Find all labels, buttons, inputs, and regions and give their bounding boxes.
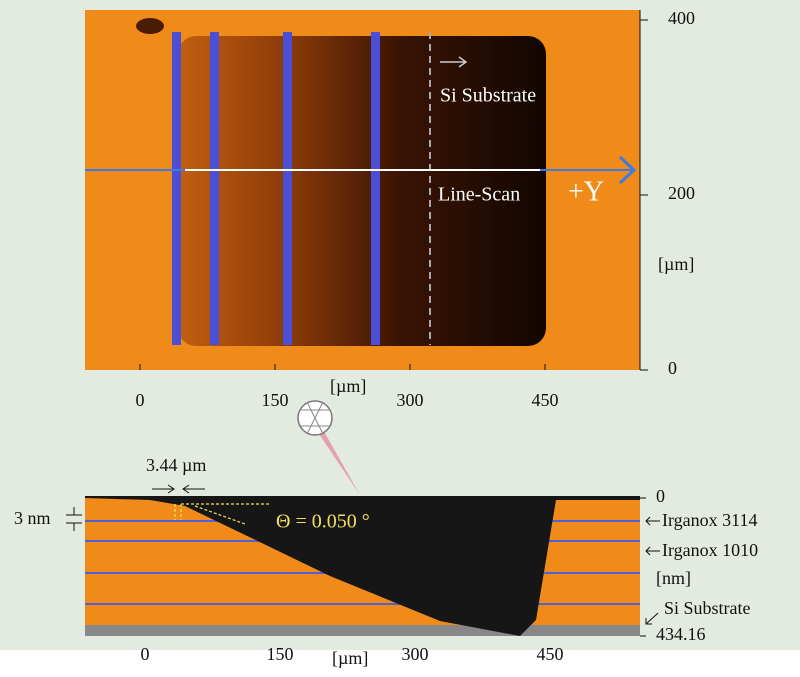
- sputter-crater: [178, 36, 546, 346]
- x-tick-label: 450: [537, 644, 564, 664]
- surface: [85, 500, 150, 502]
- si-substrate: [85, 625, 640, 636]
- step-width-label: 3.44 µm: [146, 455, 206, 475]
- beam: [315, 428, 360, 495]
- x-tick-label: 150: [262, 390, 289, 410]
- thickness-marker: [66, 507, 82, 531]
- x-tick-label: 450: [532, 390, 559, 410]
- substrate-label: Si Substrate: [440, 85, 536, 107]
- surface: [556, 500, 640, 502]
- layer-label: Irganox 3114: [662, 510, 757, 530]
- x-tick-label: 150: [267, 644, 294, 664]
- layer-label: Irganox 1010: [662, 540, 758, 560]
- x-tick-label: 300: [402, 644, 429, 664]
- y-tick-label: 0: [668, 358, 677, 378]
- x-tick-label: 0: [136, 390, 145, 410]
- angle-guide: [174, 503, 270, 525]
- thickness-label: 3 nm: [14, 508, 51, 528]
- c60-bonds: [300, 401, 330, 435]
- marker-bars: [172, 32, 380, 345]
- bottom-strip: [0, 650, 800, 677]
- substrate-arrow: [440, 56, 468, 68]
- layer-arrows: [645, 516, 660, 625]
- x-axis-label: [µm]: [330, 376, 366, 396]
- depth-profile: [85, 496, 640, 636]
- direction-label: +Y: [568, 176, 604, 207]
- scan-arrow: [618, 155, 637, 185]
- x-tick-label: 300: [397, 390, 424, 410]
- y-tick-label: 434.16: [656, 624, 706, 644]
- defect: [136, 18, 164, 34]
- y-axis-label: [nm]: [656, 568, 691, 588]
- x-axis-label: [µm]: [332, 648, 368, 668]
- y-axis-label: [µm]: [658, 254, 694, 274]
- y-tick-label: 200: [668, 183, 695, 203]
- x-tick-label: 0: [141, 644, 150, 664]
- y-tick-label: 400: [668, 8, 695, 28]
- step-width-arrows: [152, 484, 205, 494]
- y-tick-label: 0: [656, 486, 665, 506]
- layer-label: Si Substrate: [664, 598, 751, 618]
- line-scan-label: Line-Scan: [438, 184, 520, 206]
- angle-label: Θ = 0.050 °: [276, 511, 370, 533]
